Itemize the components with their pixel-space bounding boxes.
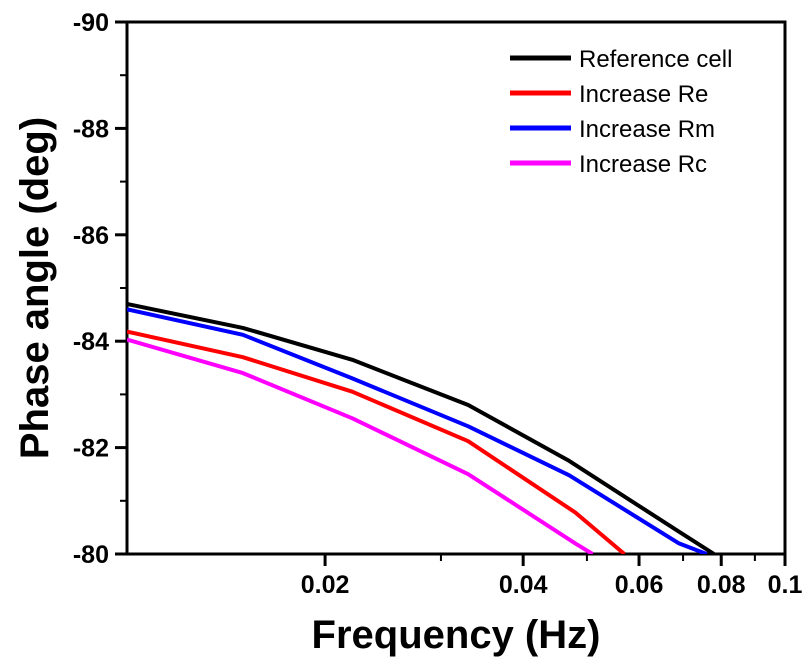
legend-label: Increase Re xyxy=(579,81,708,108)
x-axis-title: Frequency (Hz) xyxy=(312,613,601,657)
legend-label: Reference cell xyxy=(579,46,732,73)
series-line-3 xyxy=(127,307,708,554)
x-tick-label: 0.02 xyxy=(301,571,350,599)
y-tick-label: -82 xyxy=(73,435,109,463)
y-tick-label: -84 xyxy=(73,328,109,356)
y-tick-label: -86 xyxy=(73,222,109,250)
y-axis-title: Phase angle (deg) xyxy=(13,117,57,459)
series-line-1 xyxy=(127,302,716,554)
legend: Reference cell Increase Re Increase Rm Incr… xyxy=(510,46,732,178)
y-tick-label: -90 xyxy=(73,9,109,37)
series-line-2 xyxy=(127,329,626,554)
x-tick-label: 0.04 xyxy=(499,571,548,599)
x-tick-label: 0.1 xyxy=(768,571,803,599)
series-line-4 xyxy=(127,337,594,554)
y-tick-label: -88 xyxy=(73,115,109,143)
x-tick-label: 0.06 xyxy=(615,571,664,599)
x-tick-label: 0.08 xyxy=(697,571,746,599)
legend-label: Increase Rm xyxy=(579,116,715,143)
legend-label: Increase Rc xyxy=(579,151,707,178)
y-tick-label: -80 xyxy=(73,541,109,569)
